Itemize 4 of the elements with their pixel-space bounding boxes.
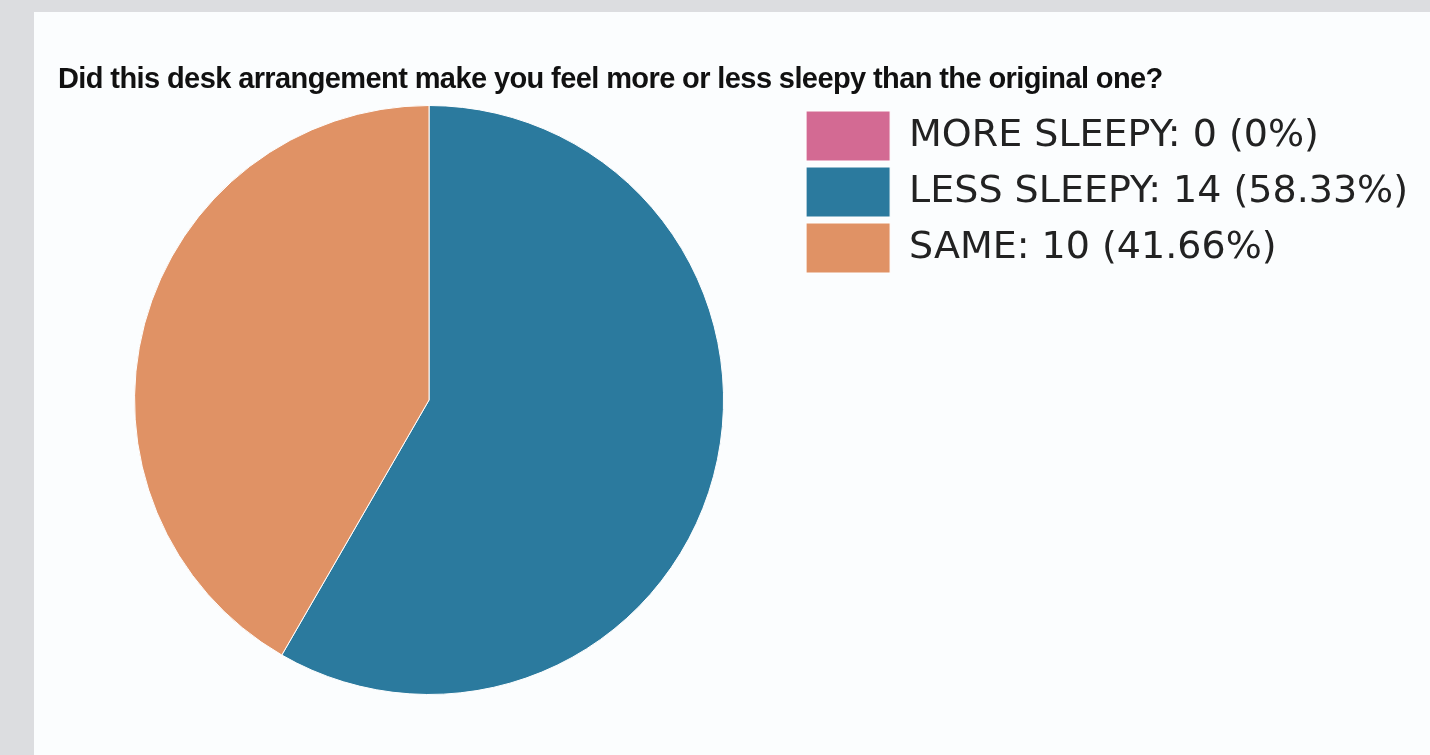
chart-title: Did this desk arrangement make you feel more or less sleepy than the original one?: [58, 62, 1164, 95]
legend-label: MORE SLEEPY: 0 (0%): [909, 110, 1319, 155]
legend-label: LESS SLEEPY: 14 (58.33%): [909, 166, 1408, 211]
legend-label: SAME: 10 (41.66%): [909, 222, 1277, 267]
